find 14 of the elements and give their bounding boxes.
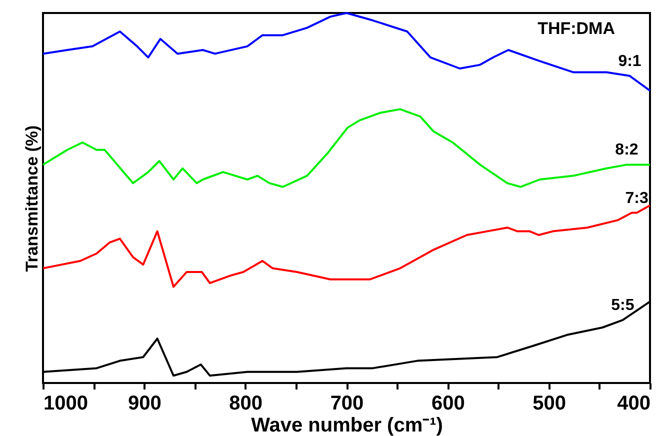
x-tick-label: 1000 bbox=[44, 392, 88, 414]
x-axis-title: Wave number (cm⁻¹) bbox=[251, 414, 443, 436]
x-tick-label: 900 bbox=[128, 392, 162, 414]
x-tick-label: 600 bbox=[431, 392, 465, 414]
y-axis-title: Transmittance (%) bbox=[22, 125, 42, 272]
annotation: THF:DMA bbox=[538, 19, 615, 38]
series-label: 8:2 bbox=[615, 142, 638, 159]
x-tick-label: 700 bbox=[330, 392, 364, 414]
x-tick-label: 800 bbox=[229, 392, 263, 414]
series-label: 7:3 bbox=[625, 190, 649, 207]
x-tick-label: 500 bbox=[532, 392, 566, 414]
series-label: 5:5 bbox=[611, 297, 634, 314]
x-tick-label: 400 bbox=[617, 392, 650, 414]
series-label: 9:1 bbox=[618, 52, 642, 70]
